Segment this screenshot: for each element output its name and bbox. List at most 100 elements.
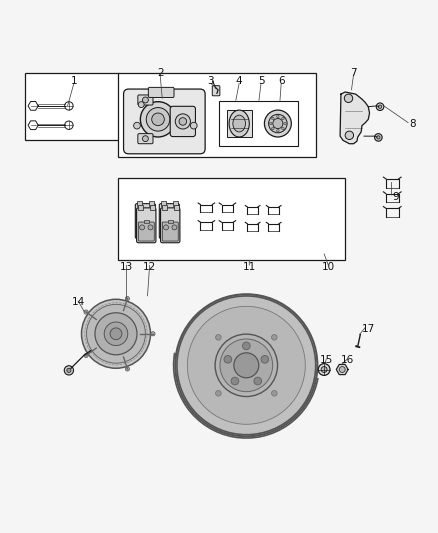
Circle shape: [152, 113, 164, 126]
Circle shape: [142, 97, 148, 103]
FancyBboxPatch shape: [159, 204, 180, 239]
Circle shape: [147, 221, 152, 225]
Text: 9: 9: [392, 192, 399, 202]
Circle shape: [268, 114, 287, 133]
Circle shape: [148, 225, 153, 230]
Circle shape: [284, 122, 286, 125]
Text: 15: 15: [320, 355, 333, 365]
Circle shape: [125, 296, 130, 301]
Bar: [25, 73, 119, 140]
Circle shape: [104, 322, 128, 345]
Text: 5: 5: [258, 77, 265, 86]
Text: 12: 12: [143, 262, 156, 271]
Circle shape: [172, 225, 177, 230]
Circle shape: [272, 335, 277, 340]
Circle shape: [151, 332, 155, 336]
FancyBboxPatch shape: [161, 218, 178, 237]
Circle shape: [344, 94, 353, 102]
Circle shape: [272, 117, 274, 120]
Circle shape: [265, 110, 291, 137]
Circle shape: [321, 367, 327, 373]
Text: 3: 3: [207, 77, 214, 86]
FancyBboxPatch shape: [162, 222, 178, 241]
Circle shape: [377, 136, 380, 139]
Circle shape: [142, 136, 148, 142]
Circle shape: [163, 225, 169, 230]
Text: 4: 4: [236, 77, 243, 86]
Circle shape: [215, 334, 278, 397]
Circle shape: [140, 225, 145, 230]
Circle shape: [272, 391, 277, 396]
Circle shape: [191, 122, 197, 129]
FancyBboxPatch shape: [138, 134, 153, 144]
Text: 14: 14: [71, 297, 85, 307]
Circle shape: [318, 364, 330, 375]
Circle shape: [277, 115, 279, 118]
FancyBboxPatch shape: [170, 106, 195, 136]
Bar: [226, 110, 252, 137]
Circle shape: [224, 356, 232, 363]
Circle shape: [254, 377, 261, 385]
Text: 7: 7: [350, 68, 357, 78]
Circle shape: [87, 304, 145, 363]
Circle shape: [272, 127, 274, 130]
Circle shape: [376, 103, 384, 110]
Text: 17: 17: [362, 324, 375, 334]
Circle shape: [175, 114, 191, 129]
Circle shape: [261, 356, 268, 363]
FancyBboxPatch shape: [212, 86, 220, 96]
Circle shape: [215, 335, 221, 340]
Bar: [118, 178, 345, 260]
Circle shape: [231, 377, 239, 385]
Circle shape: [345, 131, 353, 140]
Circle shape: [220, 339, 273, 392]
Bar: [150, 205, 155, 211]
Circle shape: [134, 122, 140, 129]
Ellipse shape: [229, 110, 249, 137]
Circle shape: [374, 134, 382, 141]
Bar: [219, 101, 298, 146]
Circle shape: [177, 296, 316, 435]
Circle shape: [84, 310, 88, 314]
Bar: [167, 216, 172, 219]
Circle shape: [269, 122, 272, 125]
Circle shape: [67, 368, 71, 373]
Bar: [149, 201, 154, 206]
Ellipse shape: [233, 115, 245, 132]
Bar: [138, 205, 143, 211]
Circle shape: [243, 342, 250, 350]
Text: 11: 11: [243, 262, 256, 271]
Text: 2: 2: [157, 68, 163, 78]
Bar: [118, 73, 316, 157]
FancyBboxPatch shape: [138, 95, 153, 105]
Text: 6: 6: [278, 77, 285, 86]
Polygon shape: [336, 365, 348, 375]
Circle shape: [84, 353, 88, 358]
Text: 1: 1: [71, 77, 77, 86]
Circle shape: [378, 105, 382, 108]
Bar: [173, 205, 179, 211]
Text: 13: 13: [120, 262, 133, 271]
Text: 8: 8: [409, 118, 416, 128]
Bar: [137, 201, 141, 206]
Circle shape: [277, 130, 279, 132]
Bar: [168, 220, 173, 223]
Circle shape: [146, 108, 170, 131]
FancyBboxPatch shape: [137, 218, 154, 237]
Bar: [144, 220, 149, 223]
Circle shape: [282, 127, 284, 130]
Circle shape: [282, 117, 284, 120]
Circle shape: [273, 118, 283, 128]
FancyBboxPatch shape: [138, 222, 154, 241]
Bar: [162, 205, 167, 211]
Circle shape: [64, 366, 74, 375]
Circle shape: [187, 306, 305, 424]
Circle shape: [171, 221, 176, 225]
Bar: [143, 216, 148, 219]
Circle shape: [140, 102, 176, 137]
Circle shape: [81, 300, 151, 368]
Circle shape: [110, 328, 122, 340]
FancyBboxPatch shape: [161, 208, 180, 243]
Circle shape: [125, 367, 130, 371]
Circle shape: [162, 221, 168, 225]
